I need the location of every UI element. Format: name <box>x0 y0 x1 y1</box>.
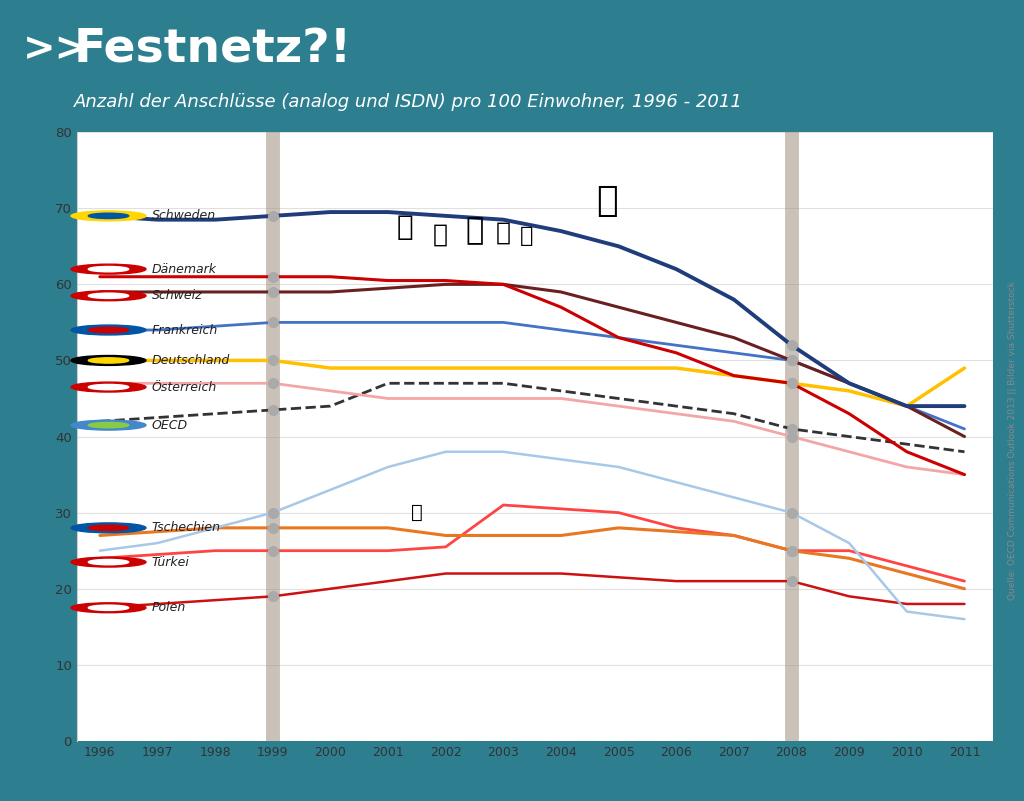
Circle shape <box>88 559 129 565</box>
Text: Quelle: OECD Communications Outlook 2013 || Bilder via Shutterstock: Quelle: OECD Communications Outlook 2013… <box>1008 281 1017 600</box>
Circle shape <box>71 421 146 430</box>
Text: Deutschland: Deutschland <box>152 354 230 367</box>
Text: 🐦: 🐦 <box>520 227 534 247</box>
Text: Polen: Polen <box>152 602 186 614</box>
Text: 🐦: 🐦 <box>411 503 423 522</box>
Circle shape <box>71 291 146 300</box>
Circle shape <box>88 422 129 428</box>
Text: Türkei: Türkei <box>152 556 189 569</box>
Text: Anzahl der Anschlüsse (analog und ISDN) pro 100 Einwohner, 1996 - 2011: Anzahl der Anschlüsse (analog und ISDN) … <box>74 93 742 111</box>
Circle shape <box>88 293 129 299</box>
Circle shape <box>71 523 146 533</box>
Text: Österreich: Österreich <box>152 380 217 393</box>
Text: Schweden: Schweden <box>152 209 216 223</box>
Text: Festnetz?!: Festnetz?! <box>74 27 352 72</box>
Circle shape <box>71 264 146 274</box>
Circle shape <box>71 603 146 613</box>
Text: 🐦: 🐦 <box>496 220 511 244</box>
Circle shape <box>88 328 129 332</box>
Circle shape <box>71 382 146 392</box>
Circle shape <box>88 358 129 363</box>
Circle shape <box>71 325 146 335</box>
Text: >>: >> <box>23 30 88 69</box>
Text: 🦅: 🦅 <box>596 183 617 218</box>
Text: Frankreich: Frankreich <box>152 324 218 336</box>
Text: Tschechien: Tschechien <box>152 521 221 534</box>
Text: 🐦: 🐦 <box>432 223 447 247</box>
Text: Dänemark: Dänemark <box>152 263 217 276</box>
Circle shape <box>88 213 129 219</box>
Circle shape <box>71 557 146 567</box>
Circle shape <box>88 525 129 530</box>
Text: Schweiz: Schweiz <box>152 289 203 302</box>
Circle shape <box>88 384 129 390</box>
Circle shape <box>71 211 146 221</box>
Text: 🐦: 🐦 <box>397 213 414 241</box>
Text: 🐦: 🐦 <box>465 216 483 246</box>
Text: OECD: OECD <box>152 419 187 432</box>
Circle shape <box>88 267 129 272</box>
Circle shape <box>71 356 146 365</box>
Circle shape <box>88 605 129 610</box>
